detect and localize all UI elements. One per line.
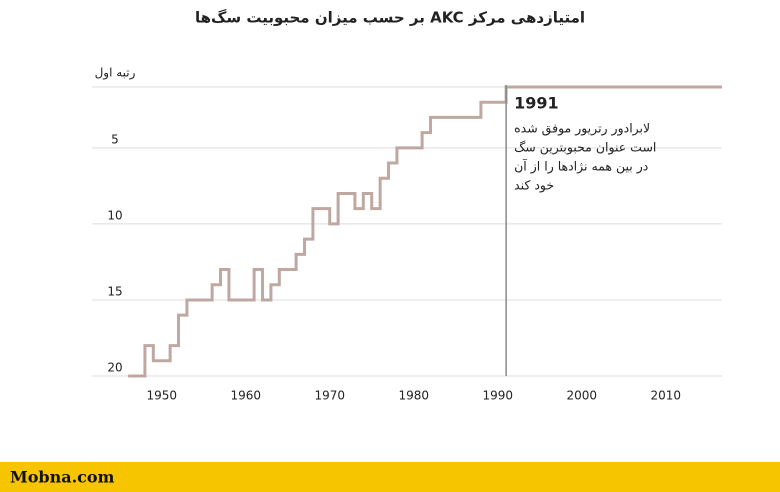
y-tick-label: 10 [107, 208, 122, 222]
annotation-text: لابرادور رتریور موفق شده [514, 121, 650, 137]
annotation-text: خود کند [514, 178, 554, 194]
y-tick-label: 20 [107, 361, 122, 375]
y-tick-label: 15 [107, 284, 122, 298]
annotation-year: 1991 [514, 94, 559, 113]
x-tick-label: 1990 [482, 389, 513, 403]
chart-title: امتیازدهی مرکز AKC بر حسب میزان محبوبیت … [195, 9, 585, 27]
x-tick-label: 1950 [146, 389, 177, 403]
footer-text: Mobna.com [10, 468, 115, 487]
footer-band [0, 462, 780, 492]
step-line [128, 85, 722, 378]
x-tick-label: 2010 [650, 389, 681, 403]
x-tick-label: 1960 [230, 389, 261, 403]
x-tick-label: 1980 [398, 389, 429, 403]
y-tick-label: رتبه اول [95, 66, 136, 81]
x-tick-label: 1970 [314, 389, 345, 403]
annotation-text: در بین همه نژادها را از آن [514, 159, 648, 175]
y-tick-label: 5 [111, 132, 119, 146]
annotation-text: است عنوان محبوبترین سگ [514, 140, 656, 156]
x-tick-label: 2000 [566, 389, 597, 403]
